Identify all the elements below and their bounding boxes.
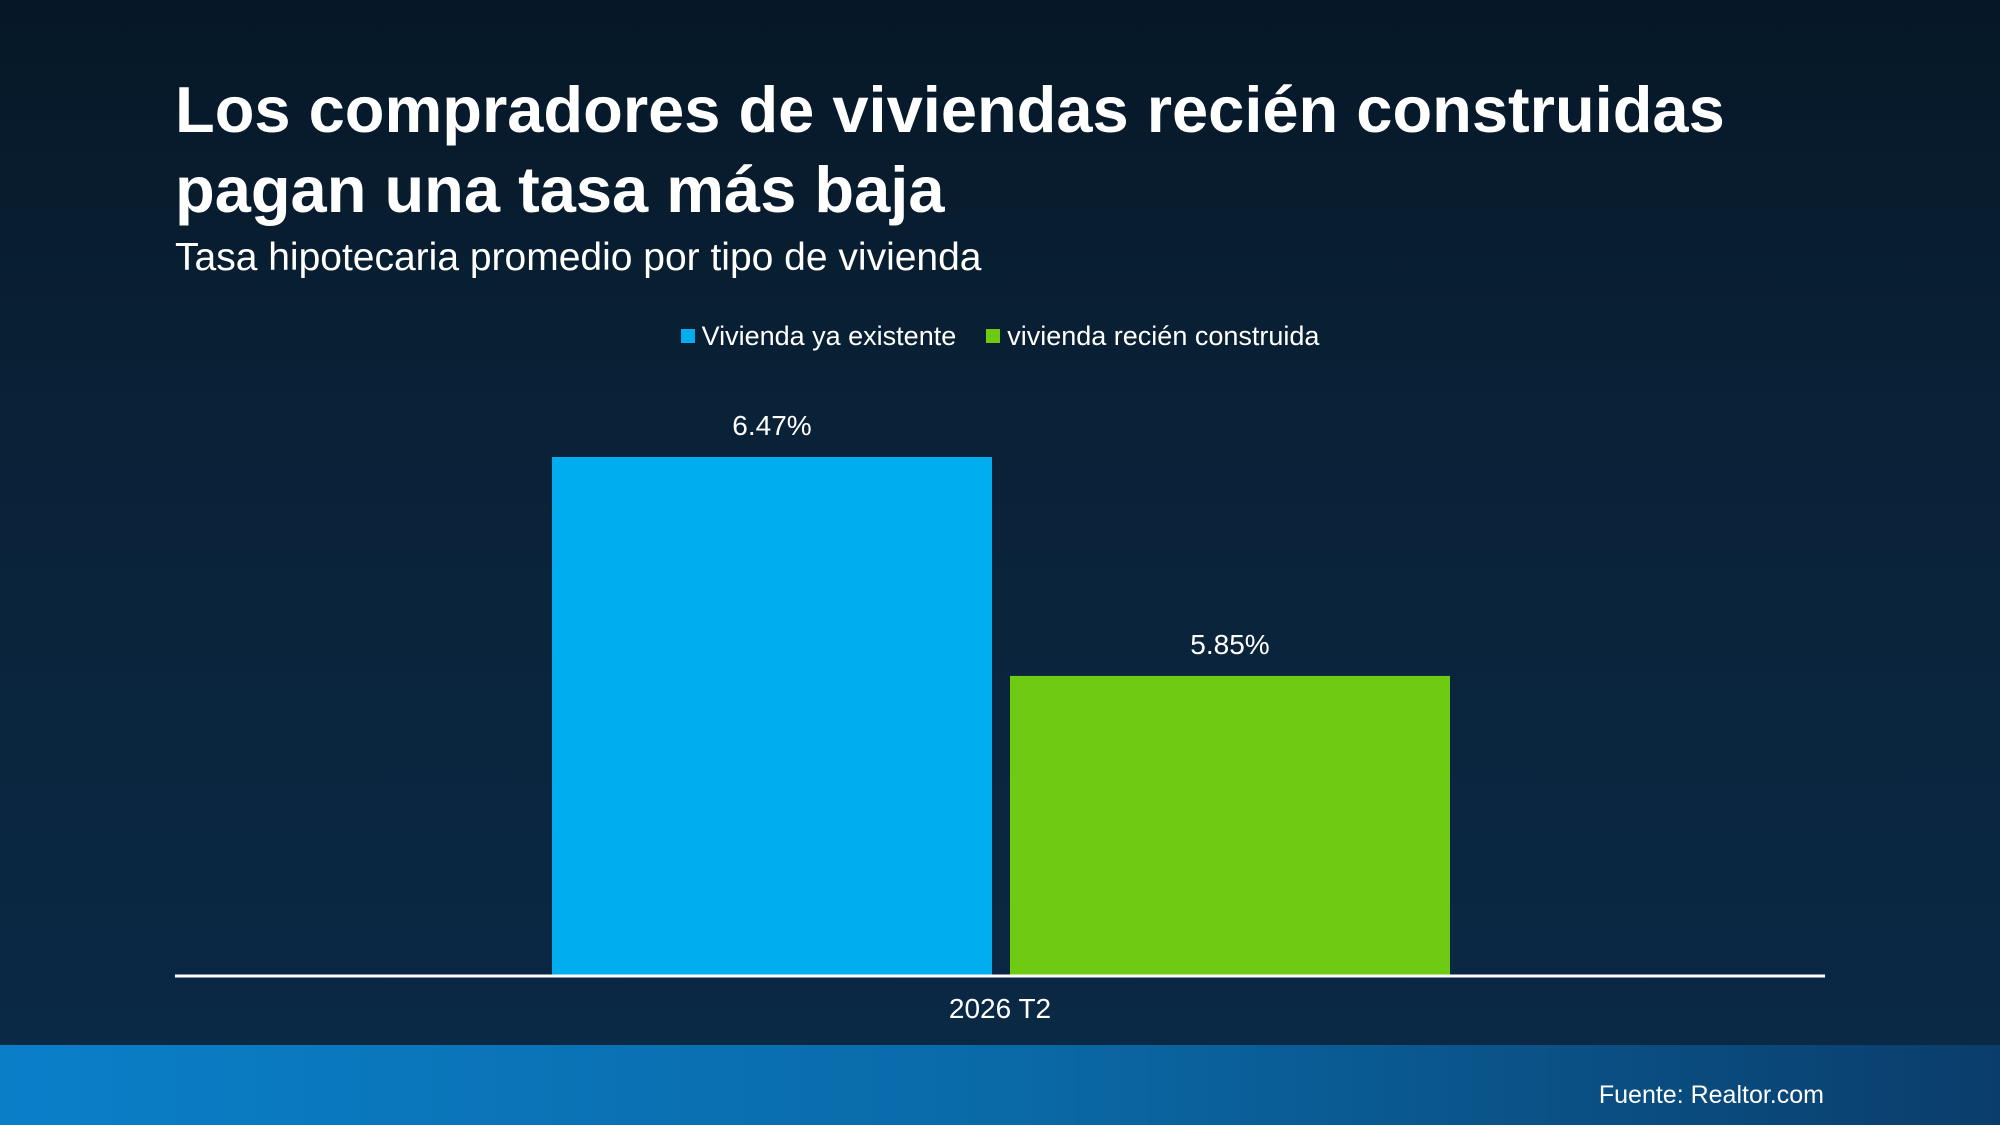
bar-existing <box>552 457 992 976</box>
source-note: Fuente: Realtor.com <box>1598 1081 1824 1109</box>
x-tick-label: 2026 T2 <box>949 993 1051 1024</box>
bar-chart: 6.47% 5.85% 2026 T2 <box>552 410 1450 1024</box>
legend-swatch-existing <box>680 329 695 343</box>
legend-swatch-new <box>986 329 1001 343</box>
bar-new <box>1010 675 1450 976</box>
chart-title: Los compradores de viviendas recién cons… <box>175 73 1725 226</box>
legend-label-new: vivienda recién construida <box>1007 321 1320 351</box>
legend: Vivienda ya existente vivienda recién co… <box>0 318 2000 354</box>
footer-bar <box>0 1045 2000 1125</box>
legend-label-existing: Vivienda ya existente <box>701 321 957 351</box>
chart-subtitle: Tasa hipotecaria promedio por tipo de vi… <box>175 236 982 279</box>
legend-item-new: vivienda recién construida <box>986 318 1319 354</box>
legend-item-existing: Vivienda ya existente <box>680 318 957 354</box>
data-label-new: 5.85% <box>1190 629 1269 660</box>
data-label-existing: 6.47% <box>732 410 811 441</box>
